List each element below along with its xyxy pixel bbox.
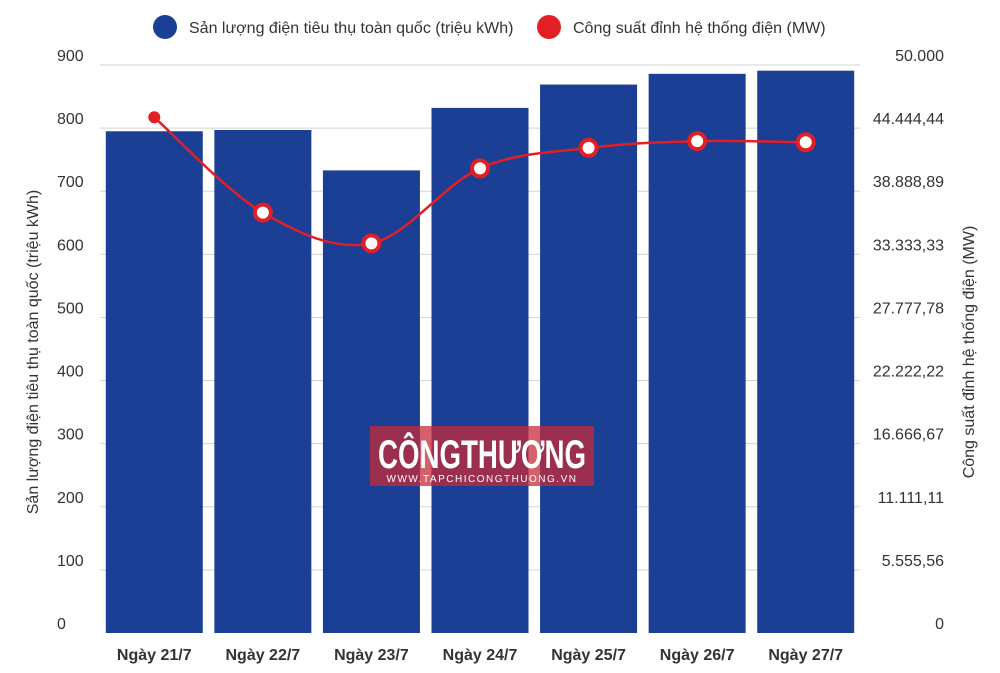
line-point xyxy=(795,132,816,153)
x-tick-label: Ngày 22/7 xyxy=(225,647,300,664)
right-axis-ticks: 0 5.555,56 11.111,11 16.666,67 22.222,22 27.7… xyxy=(873,48,944,633)
y-tick-left: 800 xyxy=(57,111,84,128)
y-tick-right: 5.555,56 xyxy=(882,553,944,570)
watermark-url: WWW.TAPCHICONGTHUONG.VN xyxy=(387,474,578,485)
bar-series xyxy=(105,70,855,634)
y-tick-left: 300 xyxy=(57,427,84,444)
y-tick-right: 16.666,67 xyxy=(873,427,944,444)
legend-swatch-bar xyxy=(153,15,177,39)
y-tick-left: 500 xyxy=(57,300,84,317)
watermark-background xyxy=(370,426,594,486)
y-tick-left: 600 xyxy=(57,237,84,254)
legend: Sản lượng điện tiêu thụ toàn quốc (triệu… xyxy=(153,15,826,39)
x-tick-label: Ngày 24/7 xyxy=(443,647,518,664)
x-tick-label: Ngày 23/7 xyxy=(334,647,409,664)
x-tick-label: Ngày 21/7 xyxy=(117,647,192,664)
line-point xyxy=(252,202,273,223)
bar xyxy=(105,131,203,633)
line-point xyxy=(578,137,599,158)
line-point xyxy=(361,233,382,254)
bar xyxy=(540,84,638,633)
line-series xyxy=(148,111,816,254)
legend-label-bar: Sản lượng điện tiêu thụ toàn quốc (triệu… xyxy=(189,20,514,37)
watermark-logo: CÔNGTHƯƠNG xyxy=(378,431,586,477)
x-axis-ticks: Ngày 21/7 Ngày 22/7 Ngày 23/7 Ngày 24/7 Ngày… xyxy=(117,647,843,664)
y-tick-right: 22.222,22 xyxy=(873,364,944,381)
bar xyxy=(757,70,855,634)
line-point xyxy=(470,158,490,179)
left-axis-ticks: 0 100 200 300 400 500 600 700 800 900 xyxy=(57,48,84,633)
y-tick-right: 11.111,11 xyxy=(878,490,945,507)
y-tick-left: 0 xyxy=(57,616,66,633)
y-tick-right: 44.444,44 xyxy=(873,111,944,128)
y-tick-right: 27.777,78 xyxy=(873,300,944,317)
y-axis-title-right: Công suất đỉnh hệ thống điện (MW) xyxy=(961,226,978,479)
y-tick-right: 33.333,33 xyxy=(873,237,944,254)
y-tick-left: 400 xyxy=(57,364,84,381)
legend-swatch-line xyxy=(537,15,561,39)
y-tick-right: 50.000 xyxy=(895,48,944,65)
y-tick-right: 38.888,89 xyxy=(873,174,944,191)
y-tick-left: 700 xyxy=(57,174,84,191)
x-tick-label: Ngày 25/7 xyxy=(551,647,626,664)
bar xyxy=(648,73,746,633)
x-tick-label: Ngày 26/7 xyxy=(660,647,735,664)
x-tick-label: Ngày 27/7 xyxy=(768,647,843,664)
bar xyxy=(431,107,529,634)
y-axis-title-left: Sản lượng điện tiêu thụ toàn quốc (triệu… xyxy=(25,190,42,515)
y-tick-left: 900 xyxy=(57,48,84,65)
y-tick-left: 200 xyxy=(57,490,84,507)
legend-label-line: Công suất đỉnh hệ thống điện (MW) xyxy=(573,20,826,37)
line-point xyxy=(687,131,708,152)
y-tick-right: 0 xyxy=(935,616,944,633)
line-point xyxy=(148,111,161,124)
watermark: CÔNGTHƯƠNG WWW.TAPCHICONGTHUONG.VN xyxy=(370,426,594,486)
y-tick-left: 100 xyxy=(57,553,84,570)
